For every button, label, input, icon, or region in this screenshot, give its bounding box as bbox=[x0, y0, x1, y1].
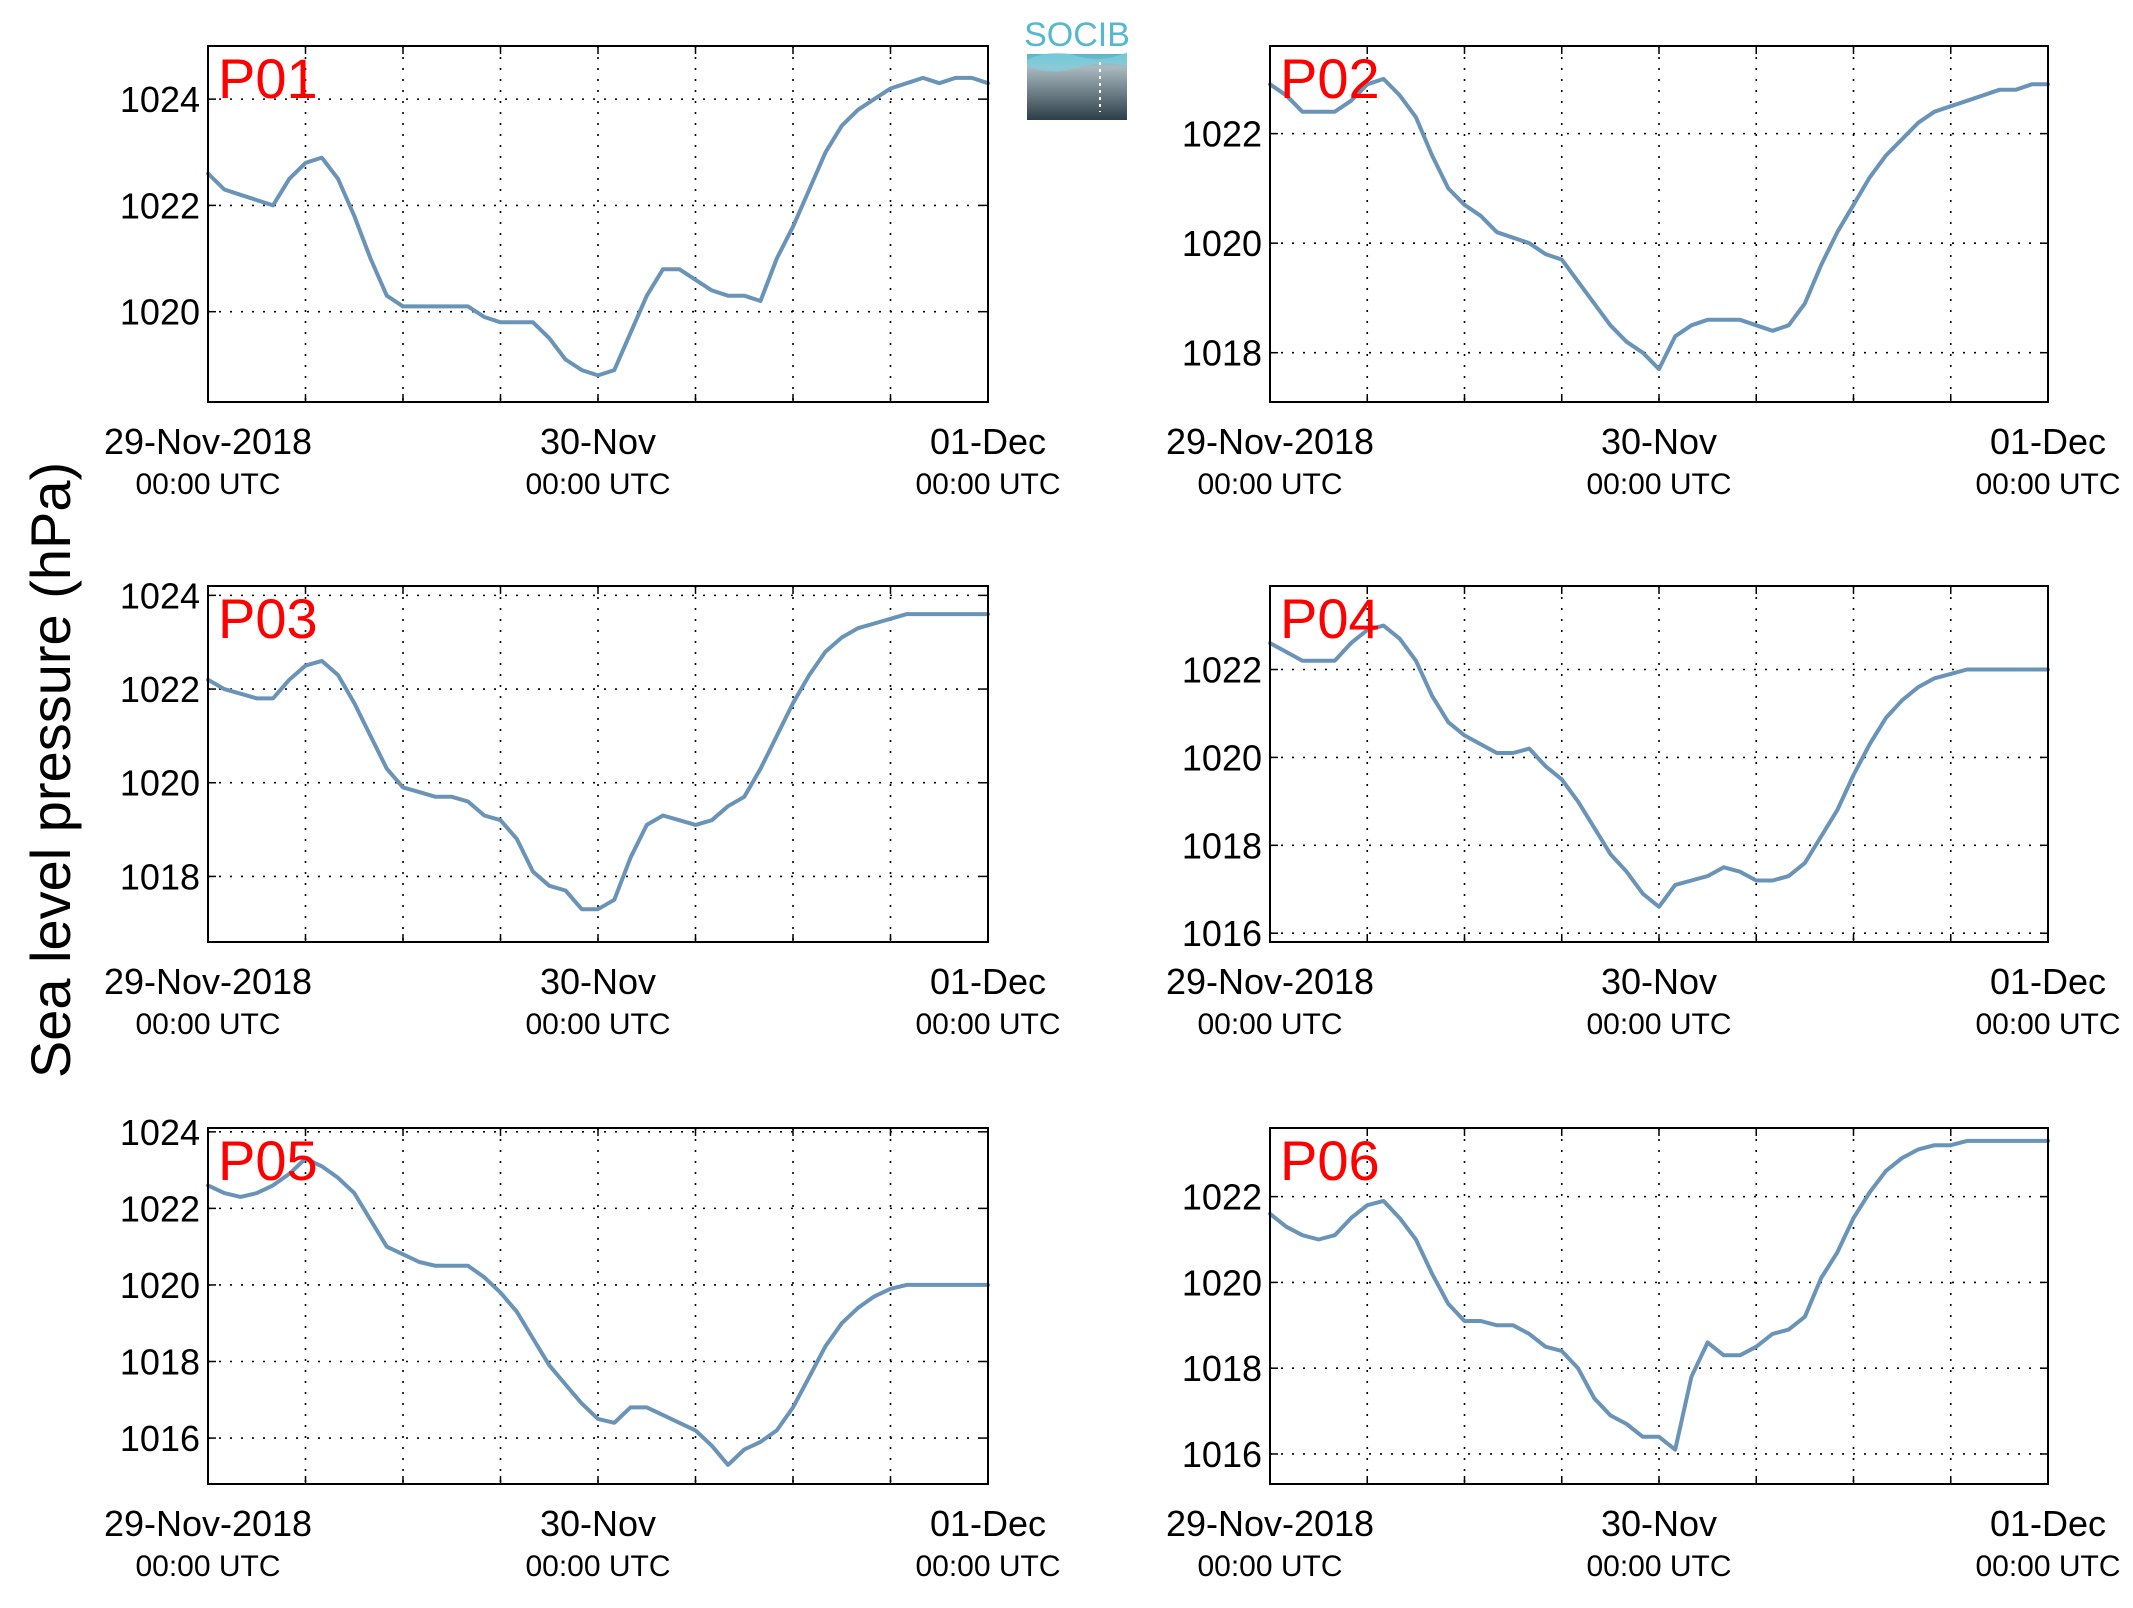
axes-frame bbox=[207, 1127, 989, 1485]
x-tick-time-label: 00:00 UTC bbox=[525, 468, 670, 501]
y-tick-label: 1020 bbox=[1182, 223, 1262, 264]
panel-p01: 1020 1022 1024 29-Nov-2018 00:00 UTC 30-Nov 00… bbox=[104, 45, 1061, 501]
x-tick-time-label: 00:00 UTC bbox=[135, 468, 280, 501]
x-tick-time-label: 00:00 UTC bbox=[525, 1550, 670, 1583]
x-tick-date-label: 29-Nov-2018 bbox=[104, 421, 312, 462]
panel-label: P03 bbox=[218, 587, 318, 650]
x-tick-date-label: 29-Nov-2018 bbox=[104, 1503, 312, 1544]
series-line bbox=[206, 1156, 990, 1467]
x-tick-time-label: 00:00 UTC bbox=[1975, 468, 2120, 501]
socib-logo: SOCIB bbox=[1024, 16, 1130, 120]
x-tick-time-label: 00:00 UTC bbox=[915, 1008, 1060, 1041]
y-tick-label: 1024 bbox=[120, 575, 200, 616]
y-tick-label: 1018 bbox=[1182, 825, 1262, 866]
y-tick-label: 1020 bbox=[120, 292, 200, 333]
y-tick-label: 1020 bbox=[120, 763, 200, 804]
y-tick-label: 1022 bbox=[120, 185, 200, 226]
series-line bbox=[1268, 76, 2050, 372]
y-tick-label: 1016 bbox=[120, 1418, 200, 1459]
axes-frame bbox=[207, 585, 989, 943]
panels: 1020 1022 1024 29-Nov-2018 00:00 UTC 30-Nov 00… bbox=[104, 45, 2121, 1583]
x-tick-date-label: 30-Nov bbox=[1601, 961, 1717, 1002]
series-line bbox=[206, 75, 990, 378]
axes-frame bbox=[1269, 1127, 2049, 1485]
y-tick-label: 1022 bbox=[1182, 114, 1262, 155]
y-tick-label: 1024 bbox=[120, 79, 200, 120]
x-tick-time-label: 00:00 UTC bbox=[1586, 468, 1731, 501]
y-tick-label: 1018 bbox=[1182, 333, 1262, 374]
x-tick-date-label: 01-Dec bbox=[1990, 421, 2106, 462]
x-tick-time-label: 00:00 UTC bbox=[915, 468, 1060, 501]
x-tick-date-label: 29-Nov-2018 bbox=[104, 961, 312, 1002]
x-tick-date-label: 30-Nov bbox=[540, 421, 656, 462]
x-tick-date-label: 01-Dec bbox=[1990, 1503, 2106, 1544]
panel-p02: 1018 1020 1022 29-Nov-2018 00:00 UTC 30-Nov 00… bbox=[1166, 45, 2121, 501]
panel-label: P02 bbox=[1280, 47, 1380, 110]
y-tick-label: 1018 bbox=[1182, 1348, 1262, 1389]
panel-p06: 1016 1018 1020 1022 29-Nov-2018 00:00 UTC 30-N… bbox=[1166, 1127, 2121, 1583]
x-tick-date-label: 01-Dec bbox=[930, 421, 1046, 462]
panel-label: P04 bbox=[1280, 587, 1380, 650]
x-tick-date-label: 29-Nov-2018 bbox=[1166, 1503, 1374, 1544]
x-tick-date-label: 30-Nov bbox=[1601, 1503, 1717, 1544]
x-tick-time-label: 00:00 UTC bbox=[1197, 1550, 1342, 1583]
x-tick-time-label: 00:00 UTC bbox=[135, 1550, 280, 1583]
axes-frame bbox=[1269, 45, 2049, 403]
panel-label: P05 bbox=[218, 1129, 318, 1192]
y-tick-label: 1024 bbox=[120, 1112, 200, 1153]
x-tick-time-label: 00:00 UTC bbox=[1975, 1008, 2120, 1041]
y-tick-label: 1020 bbox=[1182, 1262, 1262, 1303]
x-tick-time-label: 00:00 UTC bbox=[525, 1008, 670, 1041]
x-tick-time-label: 00:00 UTC bbox=[915, 1550, 1060, 1583]
x-tick-date-label: 01-Dec bbox=[1990, 961, 2106, 1002]
series-line bbox=[206, 612, 990, 912]
x-tick-date-label: 01-Dec bbox=[930, 1503, 1046, 1544]
panel-label: P06 bbox=[1280, 1129, 1380, 1192]
y-tick-label: 1022 bbox=[120, 669, 200, 710]
x-tick-date-label: 30-Nov bbox=[540, 961, 656, 1002]
x-tick-time-label: 00:00 UTC bbox=[1586, 1550, 1731, 1583]
panel-p04: 1016 1018 1020 1022 29-Nov-2018 00:00 UTC 30-N… bbox=[1166, 585, 2121, 1041]
panel-label: P01 bbox=[218, 47, 318, 110]
y-tick-label: 1022 bbox=[1182, 1177, 1262, 1218]
y-tick-label: 1018 bbox=[120, 1342, 200, 1383]
panel-p05: 1016 1018 1020 1022 1024 29-Nov-2018 00:00 UTC… bbox=[104, 1112, 1061, 1583]
y-tick-label: 1020 bbox=[1182, 737, 1262, 778]
axes-frame bbox=[1269, 585, 2049, 943]
panel-p03: 1018 1020 1022 1024 29-Nov-2018 00:00 UTC 30-N… bbox=[104, 575, 1061, 1041]
y-axis-label: Sea level pressure (hPa) bbox=[19, 462, 82, 1078]
logo-wave bbox=[1027, 52, 1127, 72]
x-tick-date-label: 01-Dec bbox=[930, 961, 1046, 1002]
y-tick-label: 1016 bbox=[1182, 913, 1262, 954]
x-tick-time-label: 00:00 UTC bbox=[1197, 1008, 1342, 1041]
series-line bbox=[1268, 623, 2050, 909]
x-tick-time-label: 00:00 UTC bbox=[1586, 1008, 1731, 1041]
y-tick-label: 1020 bbox=[120, 1265, 200, 1306]
x-tick-date-label: 30-Nov bbox=[540, 1503, 656, 1544]
x-tick-date-label: 30-Nov bbox=[1601, 421, 1717, 462]
series-line bbox=[1268, 1138, 2050, 1452]
y-tick-label: 1022 bbox=[1182, 650, 1262, 691]
logo-text: SOCIB bbox=[1024, 16, 1130, 54]
x-tick-time-label: 00:00 UTC bbox=[1975, 1550, 2120, 1583]
y-tick-label: 1022 bbox=[120, 1188, 200, 1229]
y-tick-label: 1016 bbox=[1182, 1434, 1262, 1475]
x-tick-date-label: 29-Nov-2018 bbox=[1166, 421, 1374, 462]
x-tick-time-label: 00:00 UTC bbox=[1197, 468, 1342, 501]
x-tick-time-label: 00:00 UTC bbox=[135, 1008, 280, 1041]
x-tick-date-label: 29-Nov-2018 bbox=[1166, 961, 1374, 1002]
y-tick-label: 1018 bbox=[120, 856, 200, 897]
axes-frame bbox=[207, 45, 989, 403]
